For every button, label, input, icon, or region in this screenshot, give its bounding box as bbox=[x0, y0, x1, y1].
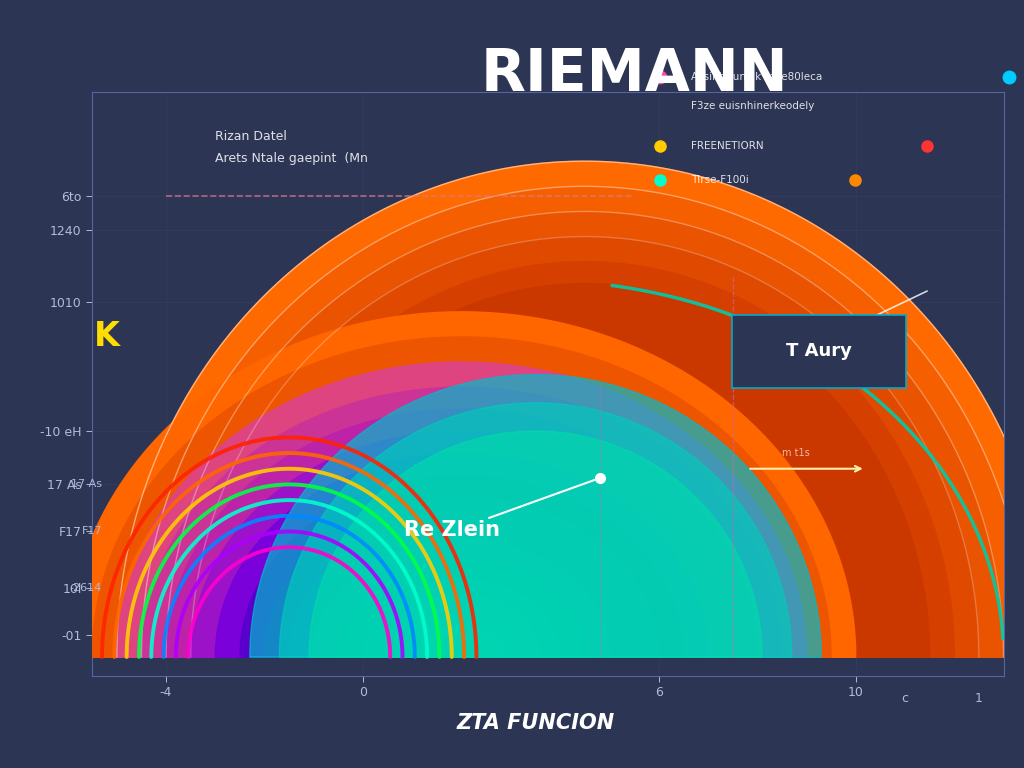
Polygon shape bbox=[68, 312, 856, 657]
Polygon shape bbox=[418, 626, 506, 657]
Polygon shape bbox=[289, 519, 634, 657]
Polygon shape bbox=[190, 237, 979, 657]
Polygon shape bbox=[141, 187, 1024, 657]
Polygon shape bbox=[383, 596, 541, 657]
Polygon shape bbox=[215, 262, 954, 657]
Polygon shape bbox=[280, 403, 792, 657]
Text: K: K bbox=[94, 320, 120, 353]
Text: Assinh tunyik mne80leca: Assinh tunyik mne80leca bbox=[691, 71, 822, 82]
Polygon shape bbox=[313, 539, 609, 657]
Polygon shape bbox=[141, 387, 782, 657]
Polygon shape bbox=[264, 497, 658, 657]
Text: -2614: -2614 bbox=[70, 583, 102, 593]
Text: Arets Ntale gaepint  (Mn: Arets Ntale gaepint (Mn bbox=[215, 152, 369, 165]
Polygon shape bbox=[190, 431, 732, 657]
Polygon shape bbox=[117, 161, 1024, 657]
Text: 1: 1 bbox=[975, 691, 983, 704]
Polygon shape bbox=[364, 578, 560, 657]
Polygon shape bbox=[402, 611, 521, 657]
Polygon shape bbox=[166, 409, 757, 657]
Polygon shape bbox=[166, 211, 1004, 657]
Polygon shape bbox=[240, 283, 930, 657]
Polygon shape bbox=[215, 453, 708, 657]
Text: Re Zlein: Re Zlein bbox=[403, 520, 500, 540]
Text: F3ze euisnhinerkeodely: F3ze euisnhinerkeodely bbox=[691, 101, 814, 111]
Text: F17: F17 bbox=[82, 527, 102, 537]
Text: T Aury: T Aury bbox=[786, 343, 852, 360]
Polygon shape bbox=[117, 362, 807, 657]
Text: FREENETIORN: FREENETIORN bbox=[691, 141, 764, 151]
Text: 17 As: 17 As bbox=[71, 479, 102, 489]
Text: RIEMANN: RIEMANN bbox=[481, 46, 788, 103]
Polygon shape bbox=[92, 337, 831, 657]
Text: m t1s: m t1s bbox=[782, 449, 810, 458]
Polygon shape bbox=[240, 475, 683, 657]
Text: Rizan Datel: Rizan Datel bbox=[215, 130, 287, 143]
Text: TIrse-F100i: TIrse-F100i bbox=[691, 175, 749, 186]
Polygon shape bbox=[309, 431, 762, 657]
Polygon shape bbox=[339, 560, 585, 657]
Text: c: c bbox=[901, 691, 908, 704]
Polygon shape bbox=[250, 375, 821, 657]
Text: ZTA FUNCION: ZTA FUNCION bbox=[457, 713, 614, 733]
